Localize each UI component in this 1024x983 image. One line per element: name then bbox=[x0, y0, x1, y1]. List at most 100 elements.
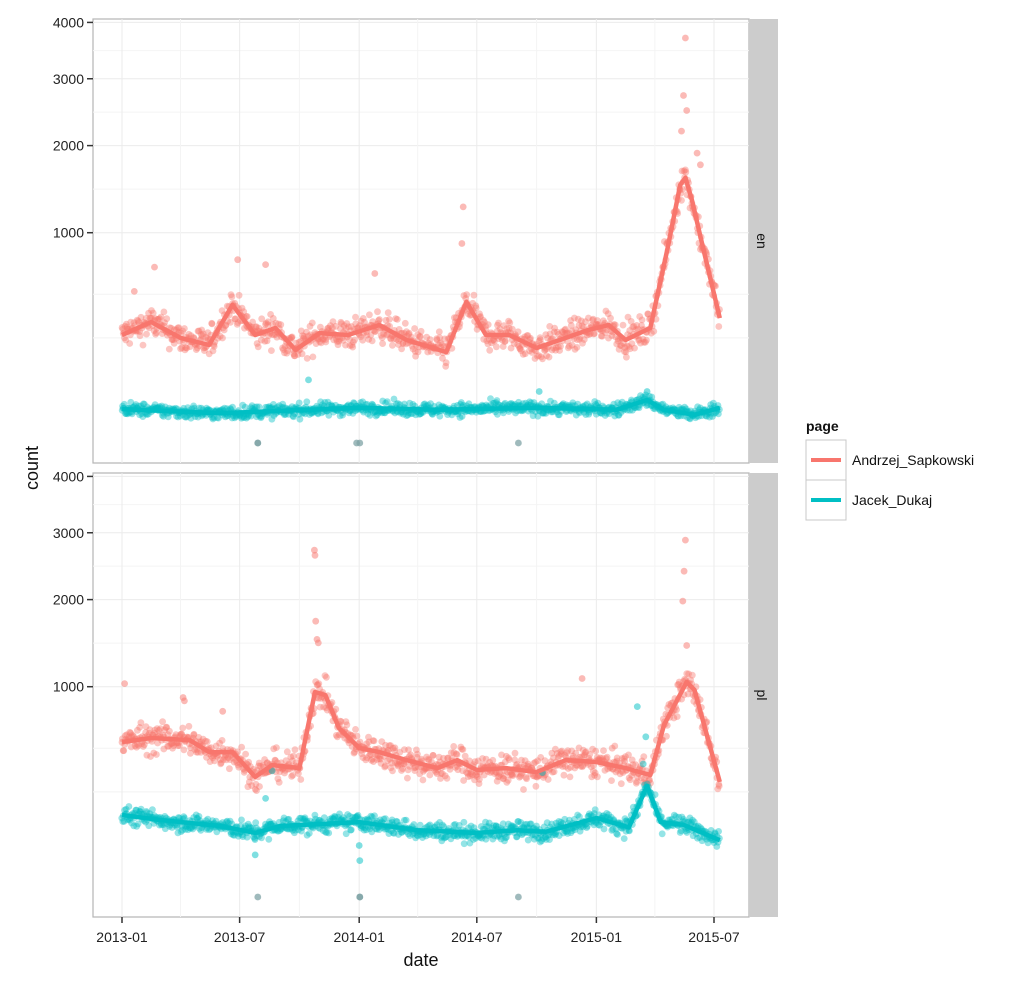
data-point bbox=[715, 410, 722, 418]
data-point bbox=[675, 403, 683, 411]
data-point bbox=[519, 351, 527, 358]
data-point bbox=[190, 731, 198, 739]
data-point bbox=[485, 335, 493, 343]
data-point bbox=[228, 414, 236, 422]
data-point bbox=[187, 414, 195, 422]
outlier-point bbox=[251, 851, 259, 859]
data-point bbox=[412, 763, 419, 771]
data-point bbox=[204, 329, 212, 337]
data-point bbox=[411, 325, 418, 332]
data-point bbox=[637, 339, 644, 347]
data-point bbox=[195, 734, 203, 741]
data-point bbox=[241, 403, 249, 411]
data-point bbox=[199, 735, 207, 743]
data-point bbox=[277, 321, 285, 329]
outlier-point bbox=[678, 127, 685, 135]
data-point bbox=[373, 411, 381, 419]
data-point bbox=[221, 754, 228, 761]
data-point bbox=[632, 326, 640, 334]
data-point bbox=[560, 771, 568, 779]
data-point bbox=[553, 750, 561, 757]
data-point bbox=[292, 339, 300, 347]
data-point bbox=[511, 749, 519, 757]
data-point bbox=[583, 400, 591, 408]
data-point bbox=[534, 412, 542, 420]
strip-label-pl: pl bbox=[754, 690, 770, 701]
data-point bbox=[524, 332, 532, 339]
y-tick-label: 4000 bbox=[53, 468, 84, 484]
data-point bbox=[146, 314, 154, 322]
data-point bbox=[650, 328, 658, 335]
legend-title: page bbox=[806, 418, 839, 434]
data-point bbox=[412, 411, 420, 419]
data-point bbox=[507, 400, 515, 407]
data-point bbox=[346, 336, 353, 343]
data-point bbox=[199, 332, 206, 340]
data-point bbox=[183, 413, 191, 420]
data-point bbox=[398, 767, 405, 774]
data-point bbox=[682, 166, 689, 174]
data-point bbox=[165, 742, 173, 750]
data-point bbox=[561, 326, 569, 334]
data-point bbox=[142, 314, 150, 322]
data-point bbox=[270, 331, 278, 339]
data-point bbox=[517, 347, 525, 355]
data-point bbox=[552, 344, 560, 351]
data-point bbox=[428, 410, 436, 418]
data-point bbox=[531, 772, 539, 780]
data-point bbox=[216, 739, 224, 747]
data-point bbox=[149, 806, 156, 814]
data-point bbox=[511, 756, 519, 764]
data-point bbox=[358, 750, 365, 758]
data-point bbox=[566, 773, 574, 781]
data-point bbox=[384, 757, 391, 765]
data-point bbox=[626, 345, 634, 353]
data-point bbox=[249, 318, 256, 326]
data-point bbox=[629, 406, 636, 414]
data-point bbox=[156, 315, 163, 322]
data-point bbox=[126, 340, 134, 347]
data-point bbox=[479, 755, 486, 762]
data-point bbox=[337, 325, 344, 333]
data-point bbox=[400, 330, 408, 337]
data-point bbox=[122, 336, 130, 344]
data-point bbox=[673, 713, 681, 720]
data-point bbox=[502, 752, 510, 760]
data-point bbox=[416, 333, 424, 340]
data-point bbox=[208, 413, 216, 421]
data-point bbox=[504, 776, 512, 784]
data-point bbox=[473, 771, 481, 778]
y-axis-pl: 1000 2000 3000 4000 bbox=[53, 468, 93, 695]
data-point bbox=[281, 349, 288, 357]
y-axis-en: 1000 2000 3000 4000 bbox=[53, 14, 93, 241]
data-point bbox=[340, 322, 348, 330]
data-point bbox=[590, 330, 597, 338]
data-point bbox=[556, 347, 563, 354]
data-point bbox=[176, 742, 183, 749]
data-point bbox=[686, 415, 694, 423]
data-point bbox=[532, 782, 540, 790]
outlier-point bbox=[305, 376, 312, 384]
data-point bbox=[706, 413, 713, 421]
data-point bbox=[618, 342, 625, 350]
data-point bbox=[461, 752, 469, 760]
data-point bbox=[322, 336, 329, 343]
data-point bbox=[382, 741, 389, 749]
data-point bbox=[264, 403, 271, 411]
data-point bbox=[343, 721, 351, 729]
data-point bbox=[366, 311, 373, 319]
data-point bbox=[508, 771, 516, 779]
data-point bbox=[255, 759, 263, 767]
data-point bbox=[383, 331, 391, 339]
data-point bbox=[133, 316, 141, 324]
x-axis: 2013-01 2013-07 2014-01 2014-07 2015-01 2015-… bbox=[96, 917, 740, 945]
data-point bbox=[486, 758, 493, 766]
data-point bbox=[472, 304, 480, 312]
data-point bbox=[208, 752, 215, 760]
data-point bbox=[273, 744, 280, 751]
data-point bbox=[644, 310, 652, 318]
data-point bbox=[469, 299, 477, 307]
data-point bbox=[232, 315, 240, 323]
data-point bbox=[648, 393, 656, 401]
data-point bbox=[592, 410, 600, 418]
